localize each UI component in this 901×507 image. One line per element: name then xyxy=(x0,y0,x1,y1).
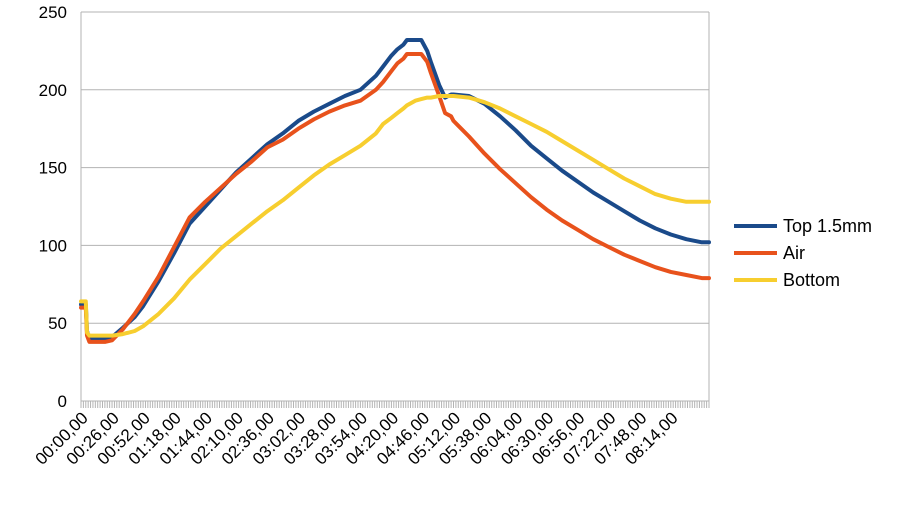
y-tick-label: 0 xyxy=(58,392,67,411)
y-tick-label: 50 xyxy=(48,314,67,333)
x-axis: 00:00,0000:26,0000:52,0001:18,0001:44,00… xyxy=(32,400,710,469)
y-tick-label: 250 xyxy=(39,3,67,22)
series-line-air xyxy=(79,52,711,344)
legend: Top 1.5mm Air Bottom xyxy=(734,216,872,290)
gridlines xyxy=(81,11,710,402)
legend-label: Air xyxy=(783,243,805,263)
series-line-bottom xyxy=(79,94,711,338)
y-tick-label: 150 xyxy=(39,159,67,178)
legend-label: Bottom xyxy=(783,270,840,290)
y-tick-label: 200 xyxy=(39,81,67,100)
y-tick-label: 100 xyxy=(39,236,67,255)
legend-label: Top 1.5mm xyxy=(783,216,872,236)
y-axis: 0 50 100 150 200 250 xyxy=(39,3,82,411)
series-lines xyxy=(79,38,711,344)
